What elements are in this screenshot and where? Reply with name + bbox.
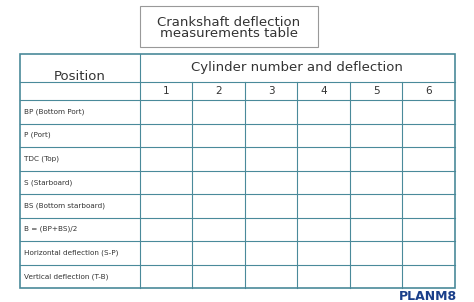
Text: Position: Position: [54, 70, 106, 83]
Text: Vertical deflection (T-B): Vertical deflection (T-B): [24, 273, 109, 279]
Text: S (Starboard): S (Starboard): [24, 179, 72, 185]
Text: 1: 1: [163, 86, 169, 96]
Bar: [140, 6, 318, 47]
Text: Crankshaft deflection: Crankshaft deflection: [157, 16, 301, 29]
Text: 5: 5: [373, 86, 380, 96]
Text: 4: 4: [320, 86, 327, 96]
Text: BS (Bottom starboard): BS (Bottom starboard): [24, 203, 105, 209]
Text: B = (BP+BS)/2: B = (BP+BS)/2: [24, 226, 77, 233]
Text: 6: 6: [425, 86, 432, 96]
Text: TDC (Top): TDC (Top): [24, 156, 59, 162]
Bar: [20, 54, 455, 288]
Text: 3: 3: [268, 86, 274, 96]
Text: measurements table: measurements table: [160, 27, 298, 40]
Text: P (Port): P (Port): [24, 132, 51, 139]
Text: 2: 2: [215, 86, 222, 96]
Text: PLANM8: PLANM8: [399, 290, 457, 302]
Text: Cylinder number and deflection: Cylinder number and deflection: [191, 62, 403, 75]
Text: Horizontal deflection (S-P): Horizontal deflection (S-P): [24, 249, 118, 256]
Text: BP (Bottom Port): BP (Bottom Port): [24, 108, 84, 115]
